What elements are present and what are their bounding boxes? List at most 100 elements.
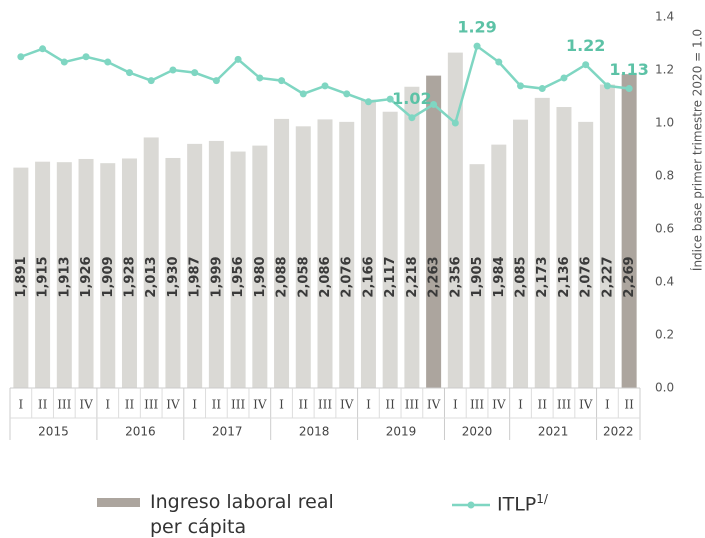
legend-bar-swatch xyxy=(97,498,140,507)
y2-tick-label: 0.0 xyxy=(655,381,674,395)
x-tick-label: III xyxy=(231,398,245,412)
line-value-label: 1.22 xyxy=(566,36,605,55)
bar xyxy=(578,121,594,389)
y2-tick-label: 0.6 xyxy=(655,222,674,236)
line-point xyxy=(451,119,459,127)
line-value-label: 1.29 xyxy=(457,18,496,37)
group-label: 2017 xyxy=(212,425,243,439)
line-point xyxy=(256,74,264,82)
bar xyxy=(556,107,572,389)
bar xyxy=(208,140,224,388)
legend-bar-label: Ingreso laboral real per cápita xyxy=(150,491,334,538)
x-tick-label: II xyxy=(385,398,395,412)
x-tick-label: III xyxy=(557,398,571,412)
line-point xyxy=(299,90,307,98)
x-tick-label: III xyxy=(470,398,484,412)
x-tick-label: II xyxy=(212,398,222,412)
line-point xyxy=(517,82,525,90)
bar xyxy=(78,158,94,388)
bar xyxy=(143,137,159,388)
line-point xyxy=(234,55,242,63)
line-point xyxy=(212,77,220,85)
line-point xyxy=(625,85,633,93)
bar-value-label: 1,928 xyxy=(122,256,137,297)
y2-axis-label: Índice base primer trimestre 2020 = 1.0 xyxy=(690,29,705,271)
bar-value-label: 2,173 xyxy=(535,256,550,297)
line-point xyxy=(603,82,611,90)
bar-value-label: 2,218 xyxy=(405,256,420,297)
group-label: 2020 xyxy=(462,425,493,439)
x-tick-label: IV xyxy=(166,398,180,412)
chart: Índice base primer trimestre 2020 = 1.0 … xyxy=(9,10,705,440)
bar-value-label: 1,909 xyxy=(101,256,116,297)
x-tick-label: II xyxy=(624,398,634,412)
line-point xyxy=(278,77,286,85)
bar-value-label: 1,905 xyxy=(470,256,485,297)
bar-value-label: 1,956 xyxy=(231,256,246,297)
legend-line-swatch xyxy=(452,501,490,509)
bar-value-label: 1,926 xyxy=(79,256,94,297)
bar xyxy=(426,75,442,389)
group-label: 2015 xyxy=(38,425,69,439)
line-point xyxy=(191,69,199,77)
bar-value-label: 1,999 xyxy=(209,256,224,297)
line-value-label: 1.13 xyxy=(609,60,648,79)
line-point xyxy=(364,98,372,106)
bar xyxy=(469,164,485,388)
bar-value-label: 1,891 xyxy=(14,256,29,297)
bar-value-label: 2,227 xyxy=(600,256,615,297)
x-tick-label: II xyxy=(38,398,48,412)
bar-value-label: 2,166 xyxy=(361,256,376,297)
x-tick-label: II xyxy=(537,398,547,412)
x-tick-label: I xyxy=(518,398,523,412)
bar xyxy=(13,167,29,388)
bar xyxy=(360,99,376,388)
x-tick-label: II xyxy=(299,398,309,412)
bar xyxy=(35,161,51,388)
x-tick-label: I xyxy=(105,398,110,412)
x-tick-label: III xyxy=(57,398,71,412)
bar xyxy=(404,86,420,389)
bar xyxy=(447,52,463,389)
y2-tick-label: 0.8 xyxy=(655,169,674,183)
x-tick-label: I xyxy=(279,398,284,412)
x-tick-label: IV xyxy=(253,398,267,412)
bar xyxy=(513,119,529,388)
bar-value-label: 1,930 xyxy=(166,256,181,297)
line-point xyxy=(473,42,481,50)
line-point xyxy=(125,69,133,77)
bar xyxy=(121,158,137,388)
bar xyxy=(187,143,203,388)
legend-line-label: ITLP1/ xyxy=(497,492,548,515)
bar xyxy=(295,126,311,388)
bar-value-label: 2,076 xyxy=(579,256,594,297)
bar-value-label: 1,987 xyxy=(188,256,203,297)
line-point xyxy=(321,82,329,90)
group-label: 2018 xyxy=(299,425,330,439)
line-point xyxy=(408,114,416,122)
line-point xyxy=(582,61,590,69)
line-point xyxy=(495,58,503,66)
line-point xyxy=(538,85,546,93)
bar-value-label: 2,058 xyxy=(296,256,311,297)
bar xyxy=(534,97,550,389)
y2-tick-label: 0.4 xyxy=(655,275,674,289)
y2-tick-label: 1.4 xyxy=(655,10,674,24)
bar-value-label: 2,086 xyxy=(318,256,333,297)
group-label: 2016 xyxy=(125,425,156,439)
bar-value-label: 2,136 xyxy=(557,256,572,297)
x-tick-label: I xyxy=(453,398,458,412)
legend-line-name: ITLP xyxy=(497,493,537,516)
x-tick-label: I xyxy=(192,398,197,412)
bar-value-label: 2,269 xyxy=(622,256,637,297)
line-value-label: 1.02 xyxy=(392,89,431,108)
y2-tick-label: 0.2 xyxy=(655,328,674,342)
bar-value-label: 1,913 xyxy=(57,256,72,297)
bar xyxy=(252,145,268,388)
line-point xyxy=(147,77,155,85)
bar-value-label: 2,088 xyxy=(275,256,290,297)
bar xyxy=(230,151,246,388)
bar xyxy=(491,144,507,388)
bar-value-label: 1,984 xyxy=(492,256,507,297)
line-point xyxy=(39,45,47,53)
